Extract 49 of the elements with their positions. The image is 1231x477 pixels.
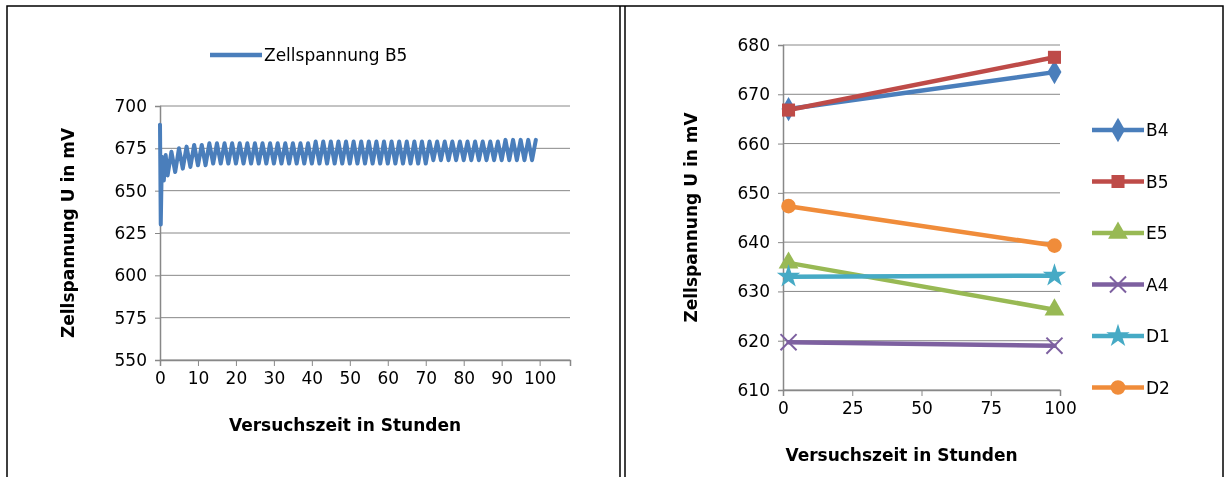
- y-tick-label: 620: [737, 330, 770, 351]
- point: [1047, 238, 1062, 253]
- point: [1045, 336, 1064, 355]
- y-tick-label: 575: [114, 307, 147, 328]
- x-tick-label: 25: [841, 398, 864, 419]
- x-tick-label: 0: [778, 398, 789, 419]
- x-tick-label: 0: [155, 368, 166, 389]
- y-tick-label: 660: [737, 133, 770, 154]
- y-tick-label: 640: [737, 232, 770, 253]
- x-tick-label: 50: [911, 398, 933, 419]
- x-tick-label: 10: [187, 368, 210, 389]
- y-axis-title: Zellspannung U in mV: [681, 111, 701, 323]
- x-tick-label: 50: [339, 368, 362, 389]
- point: [776, 264, 801, 287]
- x-tick-label: 40: [301, 368, 324, 389]
- point: [781, 198, 796, 214]
- x-tick-label: 80: [453, 368, 476, 389]
- y-tick-label: 680: [737, 34, 770, 55]
- legend-label: B4: [1146, 120, 1169, 140]
- y-tick-label: 670: [737, 84, 770, 105]
- point: [779, 333, 798, 352]
- legend-label: Zellspannung B5: [264, 45, 408, 65]
- y-tick-label: 550: [114, 349, 147, 370]
- y-tick-label: 675: [114, 138, 147, 159]
- y-tick-label: 650: [114, 180, 147, 201]
- x-tick-label: 30: [263, 368, 286, 389]
- legend-label: D1: [1146, 326, 1170, 346]
- x-axis-title: Versuchszeit in Stunden: [785, 445, 1018, 465]
- y-tick-label: 630: [737, 281, 770, 302]
- y-tick-label: 600: [114, 265, 147, 286]
- legend-label: D2: [1146, 377, 1170, 398]
- legend-label: E5: [1146, 223, 1168, 243]
- x-tick-label: 20: [225, 368, 248, 389]
- point: [1042, 263, 1067, 286]
- y-axis-title: Zellspannung U in mV: [58, 127, 78, 339]
- x-tick-label: 70: [415, 368, 438, 389]
- y-tick-label: 625: [114, 222, 147, 243]
- x-tick-label: 75: [980, 398, 1003, 419]
- y-tick-label: 610: [737, 379, 770, 400]
- x-tick-label: 90: [491, 368, 513, 389]
- legend-label: A4: [1146, 274, 1169, 295]
- x-axis-title: Versuchszeit in Stunden: [228, 415, 462, 435]
- line-series: [158, 122, 538, 227]
- y-tick-label: 700: [114, 95, 147, 116]
- x-tick-label: 60: [377, 368, 400, 389]
- y-tick-label: 650: [737, 182, 770, 203]
- x-tick-label: 100: [523, 368, 557, 389]
- legend-label: B5: [1146, 171, 1169, 192]
- x-tick-label: 100: [1044, 398, 1077, 419]
